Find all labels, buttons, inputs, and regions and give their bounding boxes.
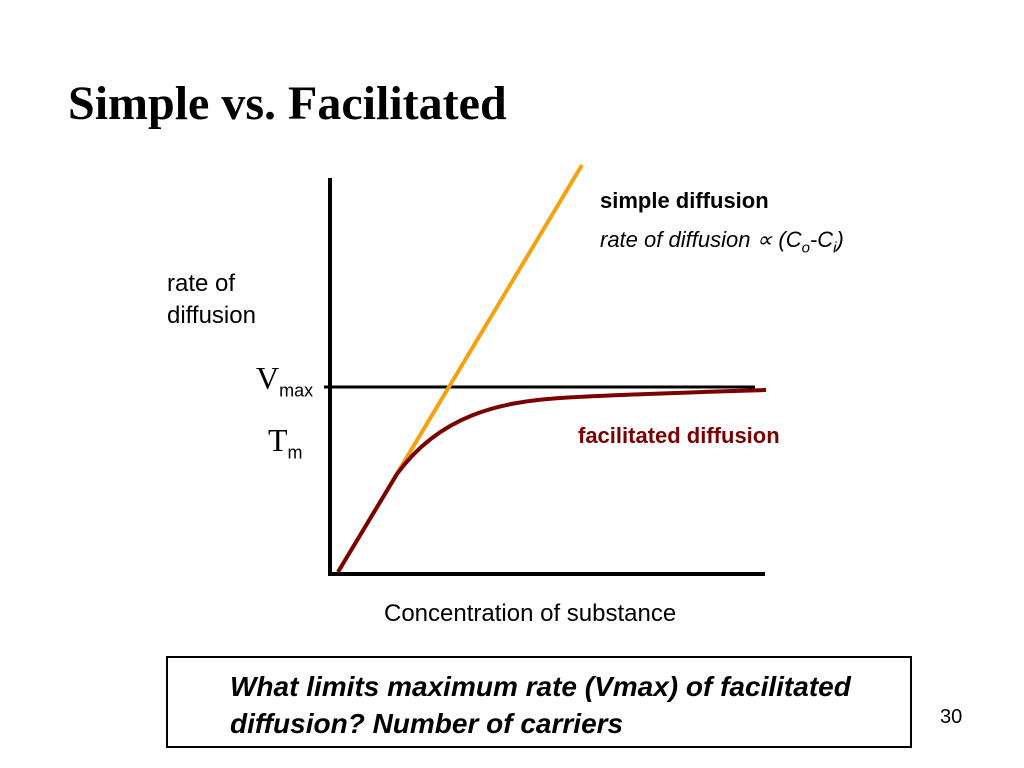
formula-mid: -C [809,227,834,252]
question-box: What limits maximum rate (Vmax) of facil… [166,656,912,748]
question-text: What limits maximum rate (Vmax) of facil… [230,671,851,739]
tm-letter: T [268,422,288,458]
vmax-label: Vmax [256,360,313,401]
facilitated-diffusion-curve [336,388,767,574]
x-axis-label: Concentration of substance [384,600,677,627]
simple-diffusion-label: simple diffusion [600,188,769,213]
facilitated-diffusion-label: facilitated diffusion [578,423,780,448]
simple-diffusion-formula: rate of diffusion ∝ (Co-Ci) [600,227,844,256]
slide-title: Simple vs. Facilitated [68,77,507,130]
y-axis-label: rate of diffusion [167,270,256,329]
formula-sub-o: o [801,239,810,257]
page-number: 30 [940,706,963,728]
vmax-subscript: max [279,380,314,401]
vmax-letter: V [256,360,280,396]
formula-suffix: ) [836,227,844,252]
formula-sub-i: i [833,239,837,257]
tm-subscript: m [287,442,303,463]
formula-prefix: rate of diffusion ∝ (C [600,227,802,252]
tm-label: Tm [268,422,303,463]
